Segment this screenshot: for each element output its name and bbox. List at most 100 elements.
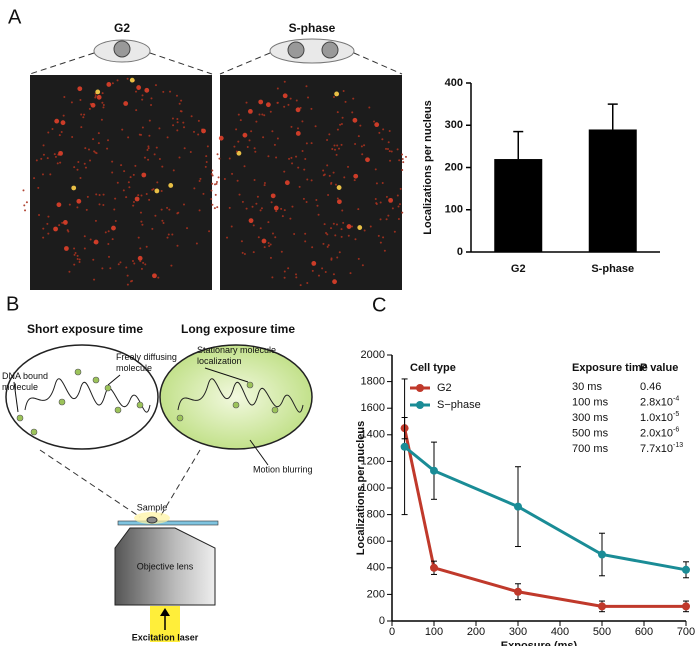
spot: [88, 107, 91, 110]
spot: [176, 129, 179, 132]
spot: [154, 84, 157, 87]
spot: [95, 89, 101, 95]
spot: [111, 82, 114, 85]
spot: [341, 209, 344, 212]
spot: [178, 102, 181, 105]
spot: [213, 183, 216, 186]
spot: [297, 166, 300, 169]
spot: [268, 245, 271, 248]
spot: [83, 162, 86, 165]
spot: [340, 235, 343, 238]
spot: [361, 264, 364, 267]
spot: [186, 227, 189, 230]
spot: [38, 213, 41, 216]
spot: [310, 107, 313, 110]
p-exponent: -13: [673, 442, 683, 449]
spot: [310, 179, 313, 182]
y-axis-label: Localizations per nucleus: [422, 100, 434, 234]
spot: [89, 159, 92, 162]
spot: [129, 176, 132, 179]
spot: [298, 185, 301, 188]
spot: [317, 274, 320, 277]
spot: [273, 205, 279, 211]
spot: [111, 171, 114, 174]
spot: [141, 98, 144, 101]
spot: [237, 140, 240, 143]
spot: [150, 104, 153, 107]
spot: [73, 247, 76, 250]
spot: [375, 202, 378, 205]
spot: [90, 102, 96, 108]
spot: [332, 171, 335, 174]
x-tick-label: 0: [389, 626, 395, 638]
spot: [310, 142, 313, 145]
spot: [166, 206, 169, 209]
spot: [284, 180, 290, 186]
spot: [116, 79, 119, 82]
x-tick-label: S-phase: [591, 263, 634, 275]
spot: [323, 173, 326, 176]
spot: [399, 187, 402, 190]
spot: [143, 156, 146, 159]
spot: [215, 182, 218, 185]
spot: [148, 198, 151, 201]
spot: [342, 90, 345, 93]
spot: [197, 133, 200, 136]
spot: [236, 179, 239, 182]
spot: [146, 149, 149, 152]
spot: [267, 241, 270, 244]
spot: [211, 182, 214, 185]
y-tick-label: 1800: [361, 376, 385, 388]
spot: [176, 117, 179, 120]
spot: [261, 113, 264, 116]
diagram-label: Freely diffusing molecule: [116, 352, 177, 373]
spot: [111, 238, 114, 241]
spot: [201, 128, 206, 134]
spot: [295, 99, 298, 102]
p-value: 7.7x10: [640, 443, 673, 455]
spot: [253, 147, 256, 150]
spot: [349, 272, 352, 275]
spot: [288, 157, 291, 160]
spot: [304, 240, 307, 243]
spot: [374, 122, 380, 128]
spot: [137, 236, 140, 239]
spot: [140, 267, 143, 270]
spot: [104, 231, 107, 234]
spot: [210, 198, 213, 201]
spot: [136, 85, 142, 90]
spot: [338, 251, 341, 254]
spot: [117, 263, 120, 266]
spot: [53, 226, 58, 232]
p-exponent: -6: [673, 426, 679, 433]
y-tick-label: 600: [367, 535, 385, 547]
spot: [210, 189, 213, 192]
spot: [141, 126, 144, 129]
spot: [170, 264, 173, 267]
spot: [76, 168, 79, 171]
spot: [335, 153, 338, 156]
spot: [60, 120, 66, 126]
spot: [131, 279, 134, 282]
spot: [373, 120, 376, 123]
spot: [267, 221, 270, 224]
spot: [305, 85, 308, 88]
spot: [154, 214, 157, 217]
y-tick-label: 1000: [361, 482, 385, 494]
spot: [83, 113, 86, 116]
diagram-label: DNA bound molecule: [2, 371, 48, 392]
spot: [333, 144, 336, 147]
diagram-title: Long exposure time: [181, 322, 295, 336]
spot: [336, 197, 339, 200]
spot: [276, 87, 279, 90]
panel-letter: C: [372, 294, 386, 316]
spot: [204, 165, 207, 168]
y-tick-label: 0: [457, 246, 463, 258]
spot: [106, 82, 112, 87]
spot: [151, 188, 154, 191]
spot: [47, 215, 50, 218]
spot: [254, 150, 257, 153]
spot: [119, 261, 122, 264]
diagram-label: Sample: [137, 502, 168, 512]
spot: [144, 263, 147, 266]
